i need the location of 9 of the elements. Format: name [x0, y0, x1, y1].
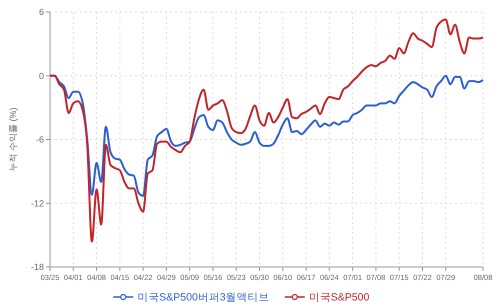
y-axis-title: 누적 수익률 (%)	[8, 108, 18, 172]
y-tick-label: -12	[30, 198, 44, 208]
legend-label: 미국S&P500	[308, 292, 370, 304]
y-tick-label: -6	[36, 134, 44, 145]
y-tick-label: -18	[30, 262, 44, 272]
y-tick-label: 6	[38, 7, 44, 18]
line-series	[49, 18, 484, 242]
y-tick-label: 0	[38, 70, 44, 81]
legend-label: 미국S&P500버퍼3월액티브	[137, 292, 270, 304]
